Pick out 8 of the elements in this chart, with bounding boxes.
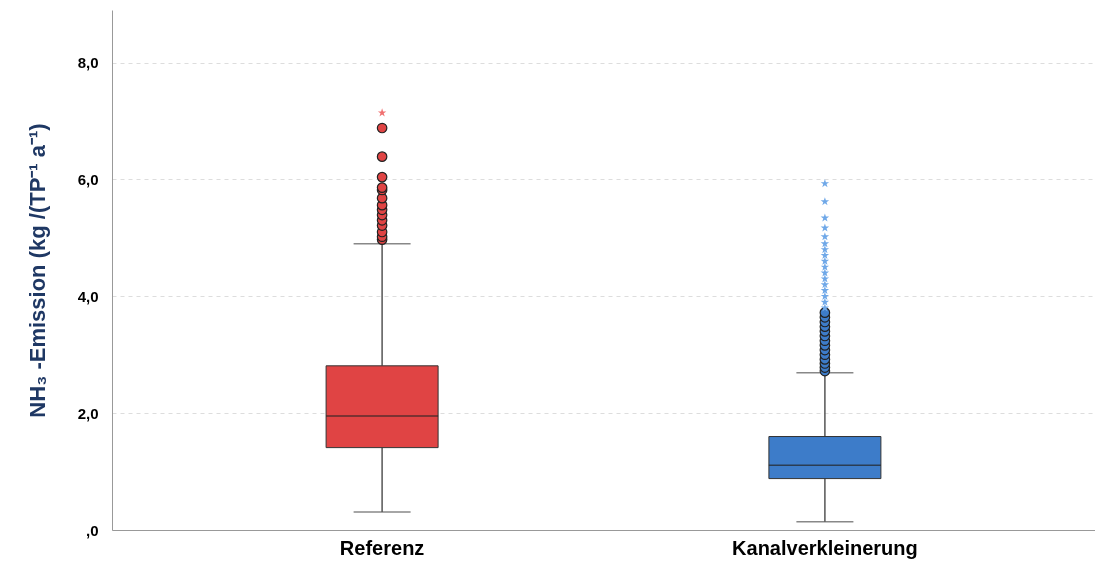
y-tick-label: ,0 (85, 521, 99, 539)
x-tick-label: Referenz (339, 536, 425, 559)
y-tick-label: 8,0 (77, 54, 99, 72)
y-tick-label: 6,0 (77, 170, 99, 188)
y-tick-label: 4,0 (77, 287, 99, 305)
x-tick-label: Kanalverkleinerung (732, 536, 918, 559)
y-axis-title: NH₃ -Emission (kg /(TP⁻¹ a⁻¹) (24, 123, 50, 418)
y-tick-label: 2,0 (77, 404, 99, 422)
